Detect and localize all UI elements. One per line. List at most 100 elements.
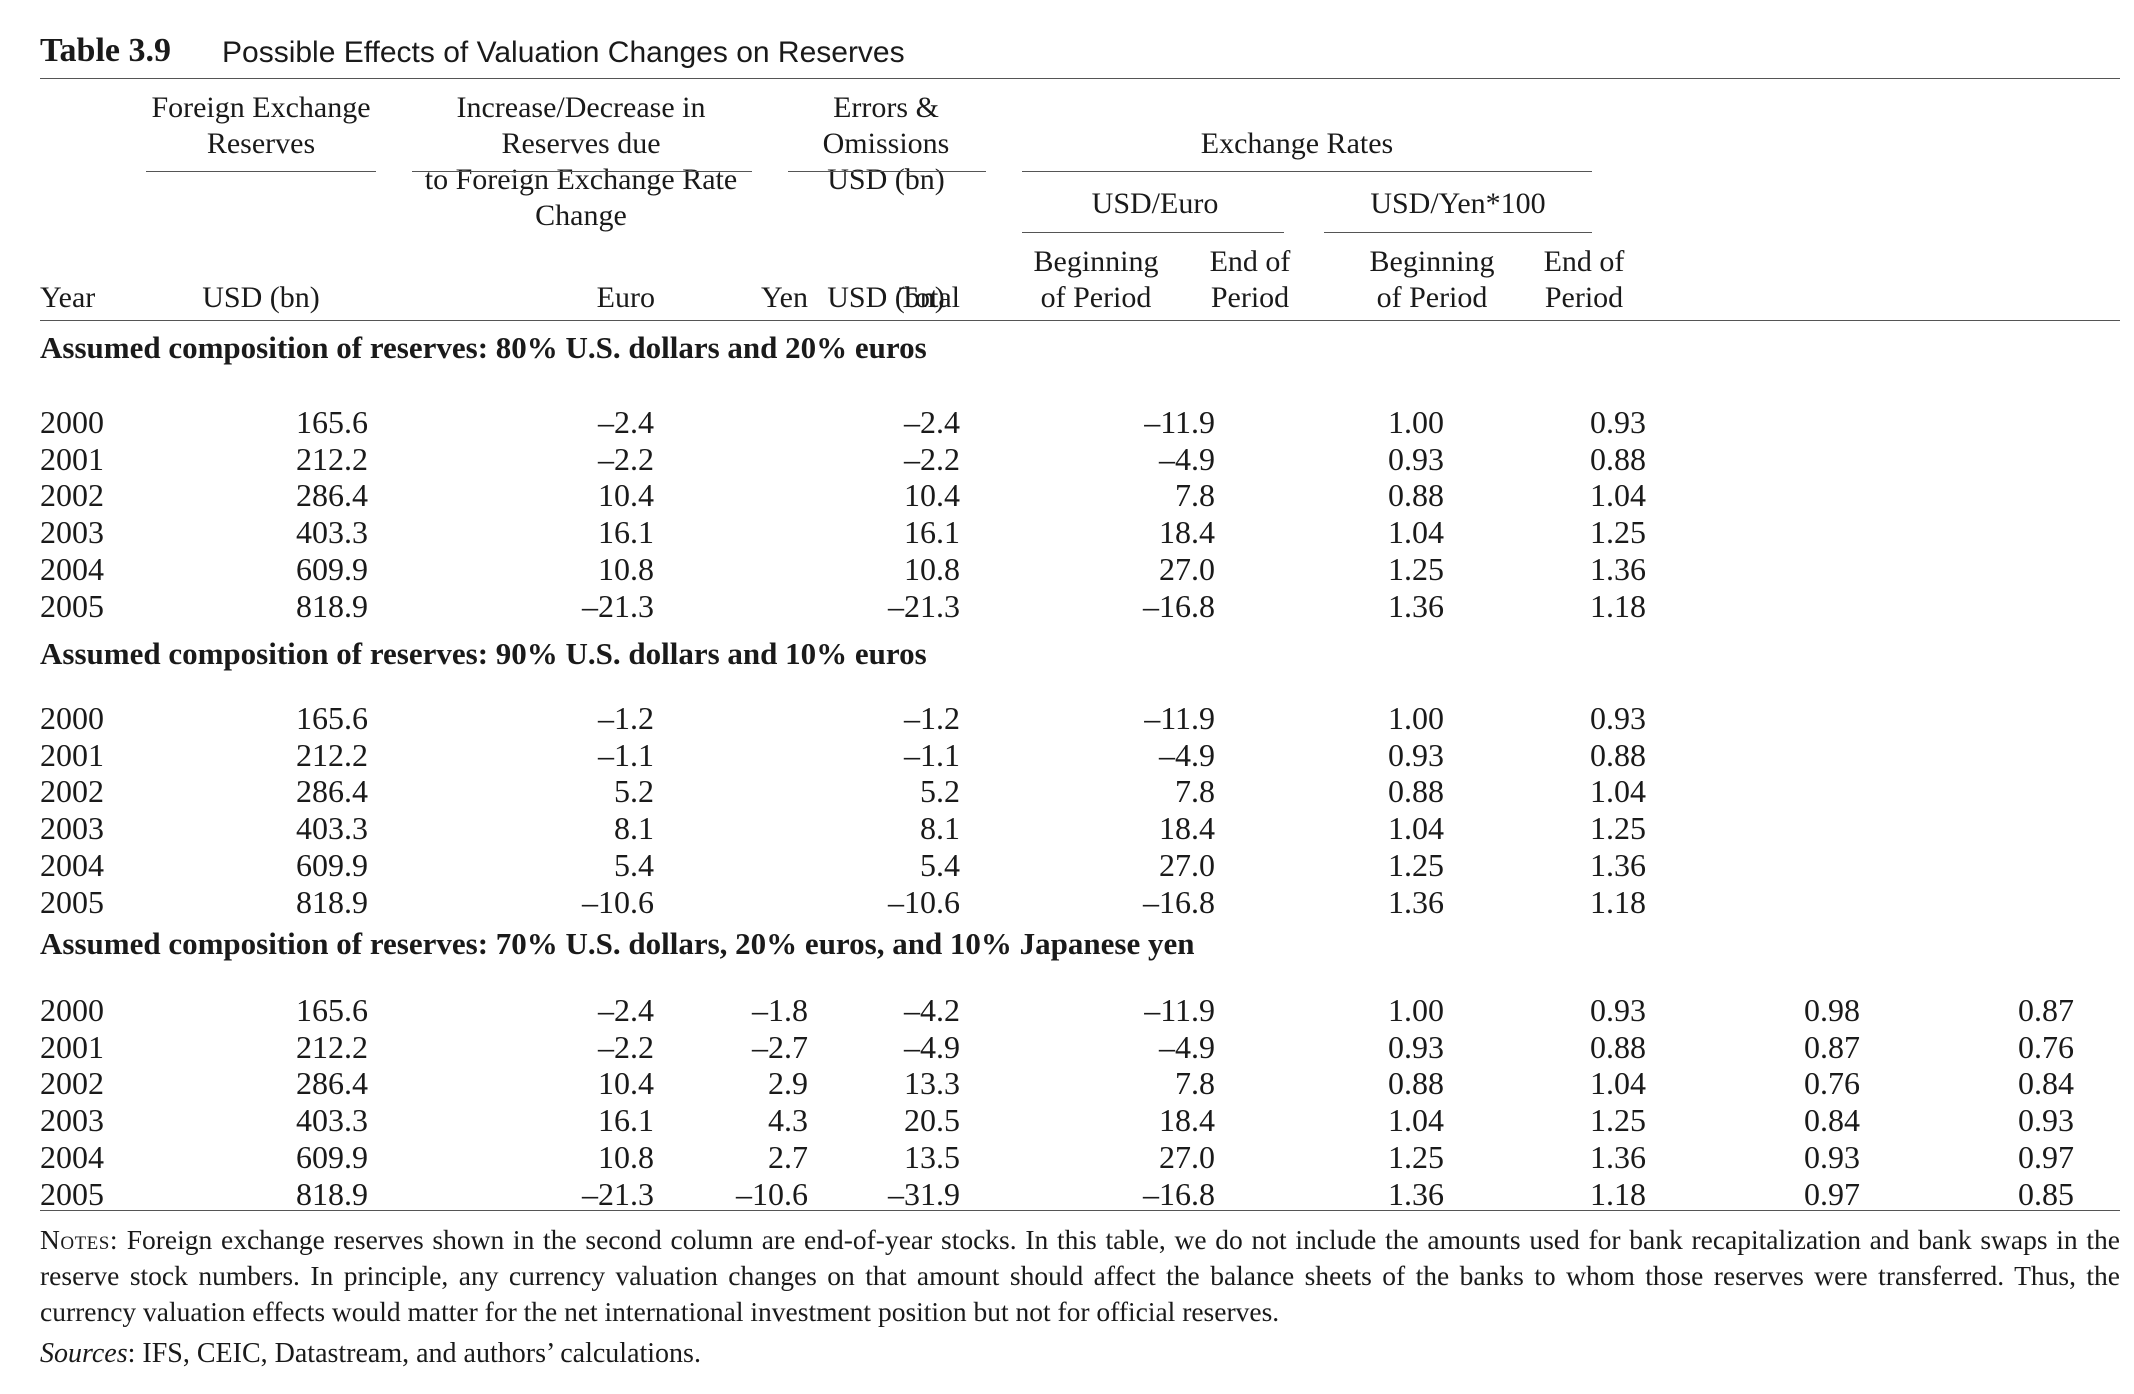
cell-usd-euro-end: 0.88: [1590, 440, 1646, 477]
cell-yen-change: 4.3: [768, 1102, 808, 1139]
header-euro-end-line1: End of: [1209, 245, 1291, 278]
cell-total-change: –2.4: [904, 404, 960, 440]
header-year: Year: [40, 281, 96, 314]
cell-errors-omissions: –11.9: [1144, 700, 1215, 736]
cell-reserves: 286.4: [296, 1065, 368, 1102]
cell-total-change: 20.5: [904, 1102, 960, 1139]
cell-usd-euro-end: 1.36: [1590, 1138, 1646, 1175]
cell-usd-yen-beginning: 0.87: [1804, 1028, 1860, 1065]
cell-errors-omissions: –4.9: [1159, 440, 1215, 477]
header-incdec: Increase/Decrease in Reserves due to For…: [406, 90, 756, 234]
cell-euro-change: 16.1: [598, 1102, 654, 1139]
cell-year: 2005: [40, 587, 104, 624]
cell-usd-euro-beginning: 1.36: [1388, 1175, 1444, 1212]
cell-usd-euro-beginning: 1.36: [1388, 587, 1444, 624]
cell-euro-change: 5.2: [614, 773, 654, 810]
cell-reserves: 609.9: [296, 550, 368, 587]
header-exchange-rates-rule: [1022, 171, 1592, 172]
cell-usd-euro-beginning: 1.25: [1388, 846, 1444, 883]
table-row: 2001 212.2 –1.1 –1.1 –4.9 0.93 0.88: [40, 737, 2120, 774]
cell-total-change: –1.2: [904, 700, 960, 736]
cell-total-change: 10.4: [904, 477, 960, 514]
cell-usd-yen-beginning: 0.98: [1804, 992, 1860, 1028]
cell-usd-yen-end: 0.76: [2018, 1028, 2074, 1065]
cell-usd-euro-beginning: 1.04: [1388, 514, 1444, 551]
cell-euro-change: –2.4: [598, 404, 654, 440]
cell-total-change: 5.4: [920, 846, 960, 883]
cell-usd-euro-beginning: 0.93: [1388, 440, 1444, 477]
header-bottom-rule: [40, 320, 2120, 321]
sources-label: Sources: [40, 1338, 128, 1369]
cell-usd-yen-end: 0.97: [2018, 1138, 2074, 1175]
cell-reserves: 165.6: [296, 404, 368, 440]
cell-usd-euro-beginning: 0.88: [1388, 477, 1444, 514]
cell-reserves: 165.6: [296, 700, 368, 736]
header-euro-beginning-line1: Beginning: [1033, 245, 1159, 278]
table-row: 2000 165.6 –2.4 –2.4 –11.9 1.00 0.93: [40, 404, 2120, 441]
section-title: Assumed composition of reserves: 80% U.S…: [40, 330, 927, 365]
cell-reserves: 212.2: [296, 736, 368, 773]
cell-total-change: 10.8: [904, 550, 960, 587]
cell-year: 2001: [40, 736, 104, 773]
header-usd-euro-rule: [1022, 232, 1284, 233]
cell-year: 2004: [40, 846, 104, 883]
header-incdec-line1: Increase/Decrease in Reserves due: [456, 91, 706, 160]
table-row: 2004 609.9 5.4 5.4 27.0 1.25 1.36: [40, 847, 2120, 884]
cell-usd-yen-beginning: 0.97: [1804, 1175, 1860, 1212]
cell-usd-euro-end: 1.04: [1590, 773, 1646, 810]
cell-euro-change: –21.3: [582, 1175, 654, 1212]
header-errors-rule: [788, 171, 986, 172]
cell-usd-euro-beginning: 0.93: [1388, 1028, 1444, 1065]
table-title-row: Table 3.9 Possible Effects of Valuation …: [40, 28, 2120, 78]
cell-usd-yen-beginning: 0.84: [1804, 1102, 1860, 1139]
header-usd-yen-rule: [1324, 232, 1592, 233]
table-row: 2005 818.9 –10.6 –10.6 –16.8 1.36 1.18: [40, 884, 2120, 921]
cell-year: 2004: [40, 1138, 104, 1175]
cell-usd-euro-beginning: 0.88: [1388, 1065, 1444, 1102]
table-row: 2003 403.3 16.1 16.1 18.4 1.04 1.25: [40, 514, 2120, 551]
cell-errors-omissions: 27.0: [1159, 846, 1215, 883]
cell-euro-change: –10.6: [582, 883, 654, 920]
top-rule: [40, 78, 2120, 79]
table-page: Table 3.9 Possible Effects of Valuation …: [40, 28, 2120, 1369]
cell-total-change: –2.2: [904, 440, 960, 477]
cell-usd-euro-end: 1.18: [1590, 587, 1646, 624]
table-row: 2001 212.2 –2.2 –2.7 –4.9 –4.9 0.93 0.88 0.87 0.7…: [40, 1029, 2120, 1066]
header-euro-end-line2: Period: [1210, 281, 1290, 314]
cell-total-change: –4.2: [904, 992, 960, 1028]
cell-errors-omissions: –4.9: [1159, 736, 1215, 773]
cell-usd-euro-beginning: 1.04: [1388, 1102, 1444, 1139]
cell-year: 2004: [40, 550, 104, 587]
header-usd-yen: USD/Yen*100: [1370, 187, 1546, 220]
table-row: 2001 212.2 –2.2 –2.2 –4.9 0.93 0.88: [40, 441, 2120, 478]
cell-usd-euro-beginning: 1.25: [1388, 550, 1444, 587]
header-exchange-rates: Exchange Rates: [1200, 127, 1394, 160]
cell-reserves: 212.2: [296, 1028, 368, 1065]
cell-usd-euro-end: 0.93: [1590, 700, 1646, 736]
table-row: 2002 286.4 5.2 5.2 7.8 0.88 1.04: [40, 773, 2120, 810]
notes-text: Foreign exchange reserves shown in the s…: [40, 1224, 2120, 1327]
table-row: 2002 286.4 10.4 2.9 13.3 7.8 0.88 1.04 0.76 0.84: [40, 1065, 2120, 1102]
cell-errors-omissions: 18.4: [1159, 1102, 1215, 1139]
cell-euro-change: –1.1: [598, 736, 654, 773]
cell-reserves: 403.3: [296, 1102, 368, 1139]
cell-year: 2002: [40, 773, 104, 810]
cell-euro-change: –1.2: [598, 700, 654, 736]
cell-yen-change: –1.8: [752, 992, 808, 1028]
table-row: 2004 609.9 10.8 10.8 27.0 1.25 1.36: [40, 551, 2120, 588]
cell-usd-euro-end: 0.93: [1590, 404, 1646, 440]
cell-usd-yen-end: 0.87: [2018, 992, 2074, 1028]
cell-total-change: –1.1: [904, 736, 960, 773]
cell-yen-change: –10.6: [736, 1175, 808, 1212]
cell-year: 2000: [40, 992, 104, 1028]
cell-reserves: 286.4: [296, 773, 368, 810]
cell-errors-omissions: 18.4: [1159, 810, 1215, 847]
cell-reserves: 818.9: [296, 587, 368, 624]
cell-euro-change: –21.3: [582, 587, 654, 624]
cell-euro-change: –2.2: [598, 1028, 654, 1065]
cell-reserves: 165.6: [296, 992, 368, 1028]
header-yen: Yen: [761, 281, 808, 314]
header-fx-reserves-rule: [146, 171, 376, 172]
cell-euro-change: 5.4: [614, 846, 654, 883]
cell-errors-omissions: –16.8: [1143, 1175, 1215, 1212]
